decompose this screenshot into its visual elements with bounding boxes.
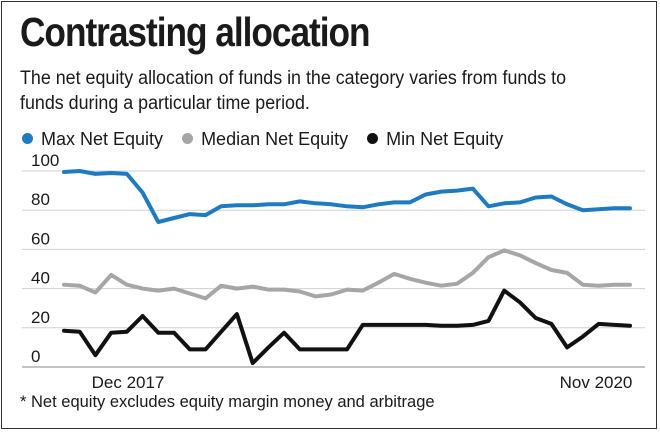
legend-item-max: Max Net Equity (22, 127, 163, 151)
y-axis-labels: 0 20 40 60 80 100 (31, 151, 59, 366)
series-lines (62, 169, 632, 366)
y-tick-label: 20 (31, 308, 50, 327)
footnote: * Net equity excludes equity margin mone… (20, 393, 435, 411)
legend-label-median: Median Net Equity (201, 129, 349, 149)
y-tick-label: 40 (31, 269, 50, 288)
legend-label-min: Min Net Equity (386, 129, 504, 149)
legend-swatch-max (22, 133, 33, 144)
legend-label-max: Max Net Equity (41, 129, 164, 149)
x-tick-label: Nov 2020 (560, 373, 633, 392)
x-axis-labels: Dec 2017 Nov 2020 (92, 373, 633, 392)
y-tick-label: 60 (31, 229, 50, 248)
chart-legend: Max Net Equity Median Net Equity Min Net… (22, 127, 517, 151)
y-tick-label: 100 (31, 151, 59, 170)
series-line-median-net-equity (62, 248, 632, 301)
legend-item-median: Median Net Equity (182, 127, 348, 151)
y-tick-label: 80 (31, 190, 50, 209)
gridlines (22, 170, 645, 368)
series-line-min-net-equity (62, 288, 632, 366)
series-line-max-net-equity (62, 169, 632, 224)
legend-swatch-median (182, 133, 194, 144)
x-tick-label: Dec 2017 (92, 373, 165, 392)
legend-swatch-min (367, 133, 379, 144)
chart-subtitle: The net equity allocation of funds in th… (20, 68, 567, 114)
legend-item-min: Min Net Equity (367, 127, 503, 151)
chart-title: Contrasting allocation (20, 9, 371, 55)
y-tick-label: 0 (31, 347, 40, 366)
